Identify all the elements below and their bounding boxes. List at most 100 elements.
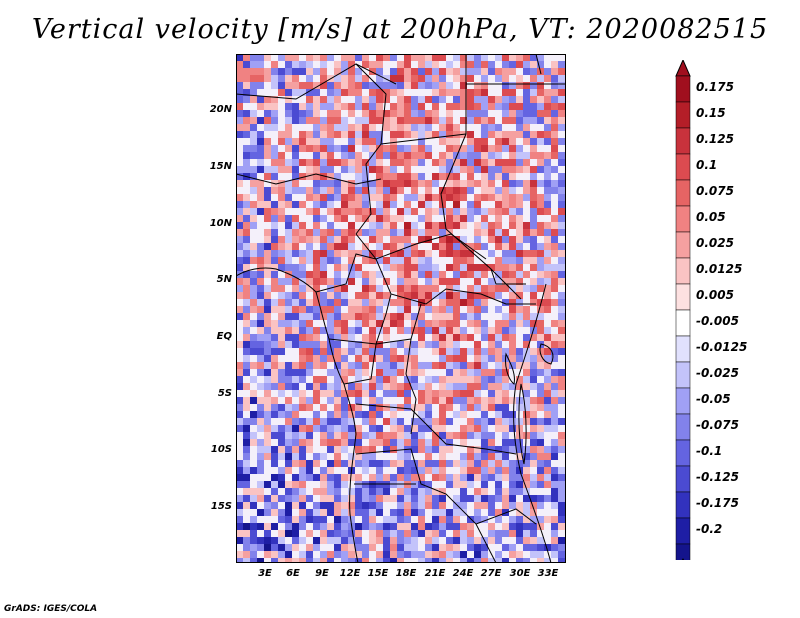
colorbar-segment [675,465,691,493]
map-frame [236,54,566,563]
field-cell [341,131,348,138]
field-cell [334,299,341,306]
field-cell [495,54,502,61]
field-cell [474,152,481,159]
field-cell [418,68,425,75]
field-cell [460,117,467,124]
field-cell [362,82,369,89]
field-cell [383,243,390,250]
field-cell [285,131,292,138]
field-cell [516,236,523,243]
field-cell [355,544,362,551]
field-cell [236,131,243,138]
field-cell [390,194,397,201]
field-cell [362,201,369,208]
field-cell [292,243,299,250]
field-cell [320,418,327,425]
field-cell [516,278,523,285]
field-cell [418,306,425,313]
field-cell [278,453,285,460]
field-cell [551,348,558,355]
field-cell [544,299,551,306]
colorbar-label: 0.025 [696,236,734,250]
field-cell [299,117,306,124]
field-cell [397,208,404,215]
field-cell [243,236,250,243]
field-cell [425,68,432,75]
field-cell [439,131,446,138]
field-cell [390,348,397,355]
field-cell [271,285,278,292]
field-cell [320,488,327,495]
field-cell [495,229,502,236]
field-cell [432,418,439,425]
field-cell [453,180,460,187]
field-cell [509,131,516,138]
field-cell [285,278,292,285]
field-cell [278,236,285,243]
field-cell [474,117,481,124]
field-cell [271,481,278,488]
field-cell [271,369,278,376]
field-cell [341,411,348,418]
field-cell [236,173,243,180]
field-cell [250,495,257,502]
field-cell [355,201,362,208]
field-cell [355,299,362,306]
field-cell [509,103,516,110]
field-cell [523,103,530,110]
field-cell [558,180,565,187]
colorbar-segment [675,231,691,259]
field-cell [376,173,383,180]
field-cell [495,341,502,348]
lat-tick: 20N [209,104,232,115]
field-cell [327,334,334,341]
field-cell [502,250,509,257]
field-cell [299,481,306,488]
field-cell [320,243,327,250]
field-cell [537,131,544,138]
field-cell [502,425,509,432]
field-cell [327,54,334,61]
field-cell [383,544,390,551]
field-cell [369,222,376,229]
field-cell [383,348,390,355]
field-cell [376,187,383,194]
field-cell [439,292,446,299]
field-cell [544,159,551,166]
field-cell [474,467,481,474]
field-cell [502,145,509,152]
field-cell [271,103,278,110]
field-cell [509,299,516,306]
field-cell [264,257,271,264]
field-cell [348,432,355,439]
field-cell [509,523,516,530]
field-cell [474,285,481,292]
field-cell [460,355,467,362]
field-cell [236,551,243,558]
field-cell [551,75,558,82]
field-cell [453,159,460,166]
field-cell [439,54,446,61]
field-cell [502,383,509,390]
field-cell [453,537,460,544]
field-cell [327,243,334,250]
colorbar-label: -0.05 [696,392,731,406]
field-cell [390,516,397,523]
field-cell [348,187,355,194]
colorbar-label: -0.0125 [696,340,748,354]
field-cell [544,285,551,292]
field-cell [537,180,544,187]
field-cell [446,509,453,516]
field-cell [411,222,418,229]
field-cell [558,474,565,481]
field-cell [439,82,446,89]
field-cell [551,530,558,537]
field-cell [516,362,523,369]
field-cell [243,75,250,82]
field-cell [509,488,516,495]
field-cell [453,264,460,271]
field-cell [355,292,362,299]
field-cell [306,369,313,376]
colorbar-segment [675,439,691,467]
